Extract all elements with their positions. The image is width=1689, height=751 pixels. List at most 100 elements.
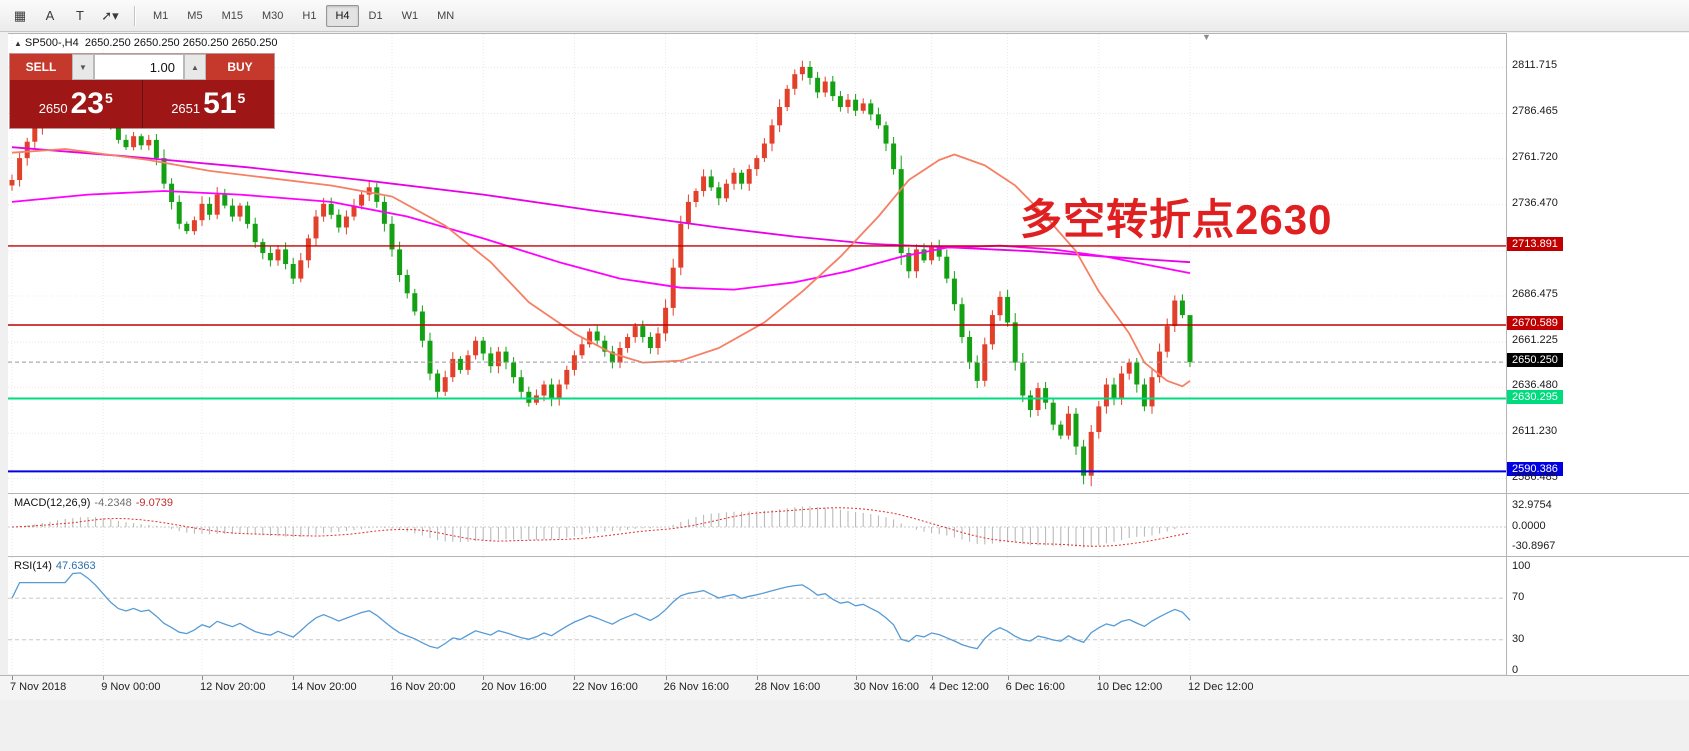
macd-canvas[interactable] [8, 494, 1506, 556]
buy-price-big: 51 [203, 87, 237, 120]
caret-down-icon: ▼ [79, 62, 87, 72]
time-axis-label: 12 Dec 12:00 [1188, 681, 1254, 693]
current-price-badge: 2650.250 [1507, 353, 1563, 368]
macd-axis-label: 32.9754 [1512, 499, 1552, 511]
time-tick-mark [293, 676, 295, 680]
buy-price-sup: 5 [237, 90, 246, 106]
macd-signal-value: -9.0739 [135, 497, 174, 509]
timeframe-button-w1[interactable]: W1 [401, 9, 419, 22]
price-line-badge: 2630.295 [1507, 389, 1563, 404]
symbol-header: ▲ SP500-,H4 2650.250 2650.250 2650.250 26… [14, 37, 278, 49]
bid-ask-display: 2650 23 5 2651 51 5 [10, 80, 274, 128]
time-axis-label: 6 Dec 16:00 [1005, 681, 1065, 693]
text-label-a-icon[interactable]: A [45, 8, 55, 23]
time-tick-mark [931, 676, 933, 680]
symbol-marker-icon: ▲ [14, 39, 22, 48]
macd-axis-label: 0.0000 [1512, 520, 1546, 532]
time-axis-label: 9 Nov 00:00 [101, 681, 161, 693]
macd-panel[interactable]: MACD(12,26,9) -4.2348 -9.0739 [8, 494, 1506, 556]
timeframe-button-h1[interactable]: H1 [302, 9, 317, 22]
price-chart-canvas[interactable] [8, 34, 1506, 494]
price-axis-label: 2586.485 [1512, 470, 1558, 483]
sell-price-display[interactable]: 2650 23 5 [10, 80, 143, 128]
time-tick-mark [574, 676, 576, 680]
time-tick-mark [12, 676, 13, 680]
volume-input[interactable] [94, 54, 184, 80]
time-axis-label: 28 Nov 16:00 [754, 681, 821, 693]
time-axis-label: 30 Nov 16:00 [853, 681, 920, 693]
buy-button[interactable]: BUY [206, 54, 274, 80]
chart-shift-marker-icon: ▼ [1202, 32, 1211, 42]
time-tick-mark [1190, 676, 1191, 680]
timeframe-button-m1[interactable]: M1 [153, 9, 169, 22]
symbol-ohlc: 2650.250 2650.250 2650.250 2650.250 [84, 37, 278, 49]
chart-toolbar: ▦ A T ➚▾ M1 M5 M15 M30 H1 H4 D1 W1 MN [0, 0, 1689, 32]
price-line-badge: 2590.386 [1507, 462, 1563, 477]
time-axis-label: 20 Nov 16:00 [481, 681, 547, 693]
macd-header: MACD(12,26,9) -4.2348 -9.0739 [14, 497, 173, 509]
symbol-name: SP500-,H4 [24, 37, 79, 49]
axis-separator [1506, 33, 1507, 675]
macd-value: -4.2348 [94, 497, 132, 509]
buy-price-base: 2651 [171, 101, 201, 116]
time-axis-label: 12 Nov 20:00 [200, 681, 266, 693]
volume-decrease-button[interactable]: ▼ [72, 54, 94, 80]
time-tick-mark [1098, 676, 1100, 680]
macd-signal-line [11, 507, 1191, 547]
price-axis-label: 2636.480 [1512, 379, 1558, 392]
cursor-grid-icon[interactable]: ▦ [13, 7, 27, 23]
price-axis-label: 2661.225 [1512, 334, 1558, 347]
timeframe-button-m15[interactable]: M15 [221, 9, 243, 22]
timeframe-button-d1[interactable]: D1 [368, 9, 383, 22]
volume-increase-button[interactable]: ▲ [184, 54, 206, 80]
ma-fast-coral [11, 148, 1191, 388]
draw-objects-dropdown-icon[interactable]: ➚▾ [101, 7, 119, 23]
sell-price-sup: 5 [105, 90, 113, 106]
time-tick-mark [1007, 676, 1009, 680]
ma-slow-magenta [11, 146, 1191, 264]
price-axis-label: 2736.470 [1512, 196, 1558, 209]
rsi-line [11, 572, 1191, 650]
rsi-panel[interactable]: RSI(14) 47.6363 [8, 557, 1506, 674]
timeframe-button-h4[interactable]: H4 [326, 4, 359, 27]
rsi-axis-label: 0 [1512, 664, 1519, 676]
time-tick-mark [665, 676, 667, 680]
chart-annotation-text[interactable]: 多空转折点2630 [1020, 196, 1333, 243]
time-tick-mark [392, 676, 393, 680]
timeframe-button-group: M1 M5 M15 M30 H1 H4 D1 W1 MN [144, 4, 464, 27]
time-axis-label: 26 Nov 16:00 [663, 681, 730, 693]
rsi-canvas[interactable] [8, 557, 1506, 674]
timeframe-button-m5[interactable]: M5 [187, 9, 203, 22]
rsi-axis-label: 100 [1512, 560, 1531, 572]
time-axis-label: 10 Dec 12:00 [1096, 681, 1163, 693]
sell-price-big: 23 [70, 87, 104, 120]
rsi-axis-label: 30 [1512, 632, 1525, 645]
macd-title: MACD(12,26,9) [14, 497, 91, 509]
timeframe-button-mn[interactable]: MN [437, 9, 455, 22]
text-box-t-icon[interactable]: T [76, 8, 84, 23]
price-line-badge: 2713.891 [1507, 236, 1563, 251]
main-chart-panel[interactable]: ▲ SP500-,H4 2650.250 2650.250 2650.250 26… [8, 32, 1506, 494]
macd-axis-label: -30.8967 [1512, 539, 1556, 552]
price-line-badge: 2670.589 [1507, 315, 1563, 330]
time-tick-mark [202, 676, 203, 680]
time-axis-label: 22 Nov 16:00 [572, 681, 638, 693]
rsi-header: RSI(14) 47.6363 [14, 560, 96, 572]
sell-price-base: 2650 [38, 101, 68, 116]
time-tick-mark [756, 676, 758, 680]
time-tick-mark [103, 676, 105, 680]
ma-mid-magenta [11, 190, 1191, 291]
time-axis-label: 14 Nov 20:00 [291, 681, 357, 693]
caret-up-icon: ▲ [191, 62, 199, 72]
time-axis-label: 4 Dec 12:00 [929, 681, 989, 693]
buy-price-display[interactable]: 2651 51 5 [143, 80, 275, 128]
rsi-title: RSI(14) [14, 560, 52, 572]
price-axis-label: 2686.475 [1512, 287, 1558, 300]
panel-separator[interactable] [8, 556, 1689, 557]
panel-separator[interactable] [8, 493, 1689, 494]
time-tick-mark [483, 676, 485, 680]
sell-button[interactable]: SELL [10, 54, 72, 80]
timeframe-button-m30[interactable]: M30 [261, 9, 284, 22]
